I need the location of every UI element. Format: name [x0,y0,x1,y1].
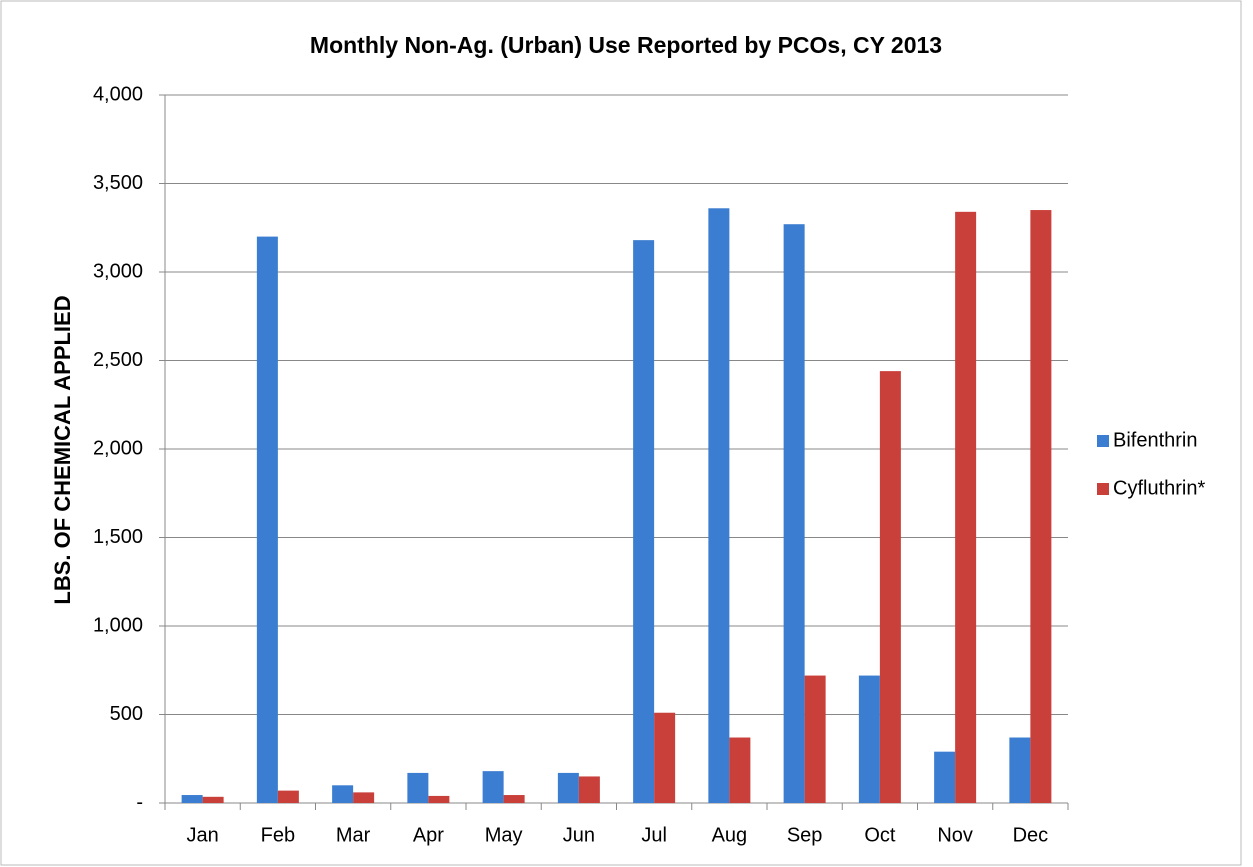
bar [1009,737,1031,803]
bar [578,776,600,803]
x-tick-label: Jun [563,824,595,846]
bar [332,785,354,803]
bar [503,795,525,803]
legend-label: Bifenthrin [1113,429,1198,451]
x-tick-label: Nov [937,824,973,846]
bar [633,240,655,803]
bar [181,795,203,803]
bar [277,790,299,803]
bar [858,675,880,803]
bar [804,675,826,803]
x-tick-label: Jul [641,824,667,846]
bar [729,737,751,803]
x-tick-label: Aug [712,824,748,846]
y-tick-label: 4,000 [93,83,143,105]
bar [879,371,901,803]
x-tick-label: Mar [336,824,371,846]
x-tick-label: Apr [413,824,444,846]
legend-swatch [1097,483,1109,495]
bar [407,772,429,803]
chart-title: Monthly Non-Ag. (Urban) Use Reported by … [310,32,942,58]
legend-label: Cyfluthrin* [1113,477,1205,499]
x-tick-label: May [485,824,523,846]
y-axis-label: LBS. OF CHEMICAL APPLIED [50,295,75,604]
y-tick-label: 1,000 [93,614,143,636]
legend-swatch [1097,435,1109,447]
bar [202,796,224,803]
bar [934,751,956,803]
bar [783,224,805,803]
bar [654,712,676,803]
y-tick-label: 1,500 [93,526,143,548]
x-tick-label: Oct [864,824,896,846]
x-tick-label: Dec [1013,824,1049,846]
y-tick-label: 500 [110,703,143,725]
bar [1030,210,1052,804]
bar [256,236,278,804]
x-tick-label: Sep [787,824,823,846]
bar [353,792,375,803]
bar [708,208,730,803]
bar [955,211,977,803]
y-tick-label: 3,500 [93,172,143,194]
y-tick-label: 2,000 [93,437,143,459]
y-tick-label: 3,000 [93,260,143,282]
y-tick-label: 2,500 [93,349,143,371]
x-tick-label: Feb [261,824,295,846]
y-tick-label: - [136,791,143,813]
bar [557,772,579,803]
bar [428,795,450,803]
x-tick-label: Jan [187,824,219,846]
bar [482,771,504,803]
